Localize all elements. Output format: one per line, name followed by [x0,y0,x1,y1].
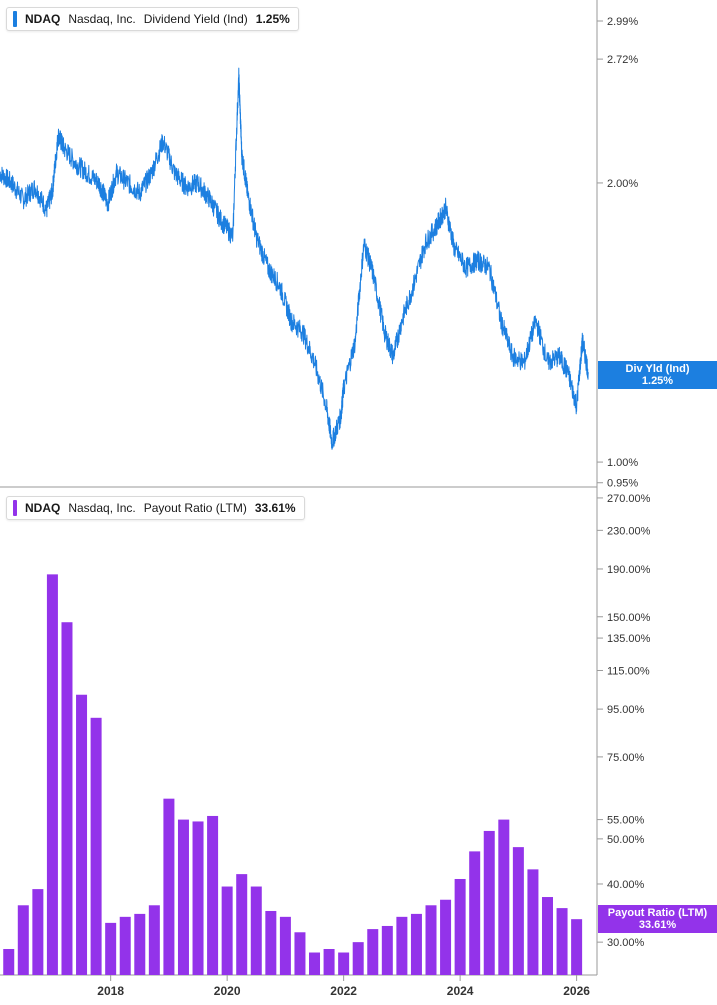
payout-bar [469,851,481,975]
legend-metric: Dividend Yield (Ind) [143,12,248,26]
legend-company: Nasdaq, Inc. [68,501,136,515]
y-tick-label: 1.00% [607,457,638,469]
payout-bar [105,922,117,975]
payout-bar [163,798,175,975]
x-tick-label: 2026 [563,984,590,998]
x-tick-label: 2024 [447,984,474,998]
legend-metric: Payout Ratio (LTM) [143,501,247,515]
badge-label: Div Yld (Ind) [625,363,690,375]
payout-bar [279,916,291,975]
payout-bar [148,905,160,975]
y-tick-label: 115.00% [607,665,650,677]
payout-bar [498,819,510,975]
top-legend: NDAQ Nasdaq, Inc. Dividend Yield (Ind) 1… [6,7,299,31]
x-tick-label: 2022 [330,984,357,998]
payout-bar [323,948,335,975]
payout-bar [265,910,277,975]
payout-bar [396,916,408,975]
y-tick-label: 40.00% [607,879,645,891]
payout-bar [119,916,131,975]
payout-bar [483,830,495,975]
legend-swatch [13,500,17,516]
badge-value: 33.61% [638,919,677,931]
y-tick-label: 2.72% [607,54,638,66]
payout-bar [410,913,422,975]
payout-bar [32,889,44,975]
legend-swatch [13,11,17,27]
payout-bar [367,929,379,975]
payout-current-badge: Payout Ratio (LTM) 33.61% [598,905,717,933]
payout-bar [207,815,219,975]
y-tick-label: 95.00% [607,704,645,716]
payout-bar [90,717,102,975]
x-tick-label: 2018 [97,984,124,998]
y-tick-label: 2.99% [607,16,638,28]
payout-bar [192,821,204,975]
y-tick-label: 2.00% [607,178,638,190]
x-tick-label: 2020 [214,984,241,998]
payout-bar [440,899,452,975]
payout-bar [381,925,393,975]
legend-company: Nasdaq, Inc. [68,12,136,26]
payout-bar [3,948,15,975]
payout-bar [221,886,233,975]
y-tick-label: 75.00% [607,752,645,764]
legend-symbol: NDAQ [25,12,61,26]
payout-bar [250,886,262,975]
payout-bar [236,874,248,975]
badge-label: Payout Ratio (LTM) [607,907,708,919]
payout-bar [512,847,524,975]
payout-bar [352,942,364,975]
y-tick-label: 150.00% [607,612,651,624]
y-tick-label: 30.00% [607,937,645,949]
badge-value: 1.25% [641,375,674,387]
y-tick-label: 50.00% [607,834,645,846]
legend-value: 1.25% [255,12,290,26]
payout-bar [17,905,29,975]
payout-axis-ticks: 270.00% 230.00% 190.00% 150.00% 135.00% 115.0… [597,493,651,949]
y-tick-label: 0.95% [607,478,638,490]
payout-bar [134,913,146,975]
y-tick-label: 270.00% [607,493,651,505]
payout-bar [425,905,437,975]
payout-bar [294,932,306,975]
payout-bar [76,694,88,975]
y-tick-label: 230.00% [607,525,651,537]
bottom-legend: NDAQ Nasdaq, Inc. Payout Ratio (LTM) 33.… [6,496,305,520]
x-axis-ticks: 2018 2020 2022 2024 2026 [97,975,590,998]
y-tick-label: 135.00% [607,633,651,645]
payout-bar [61,622,73,975]
yield-current-badge: Div Yld (Ind) 1.25% [598,361,717,389]
payout-bar [527,869,539,975]
y-tick-label: 190.00% [607,564,651,576]
legend-symbol: NDAQ [25,501,61,515]
legend-value: 33.61% [254,501,296,515]
yield-line [0,67,589,450]
y-tick-label: 55.00% [607,815,645,827]
payout-bars [3,574,583,975]
payout-bar [541,897,553,975]
payout-bar [454,878,466,975]
payout-bar [177,819,189,975]
payout-bar [556,908,568,975]
payout-bar [338,952,350,975]
payout-bar [309,952,321,975]
payout-bar [46,574,58,975]
payout-bar [571,919,583,975]
yield-axis-ticks: 2.99% 2.72% 2.00% 1.00% 0.95% [597,16,638,490]
